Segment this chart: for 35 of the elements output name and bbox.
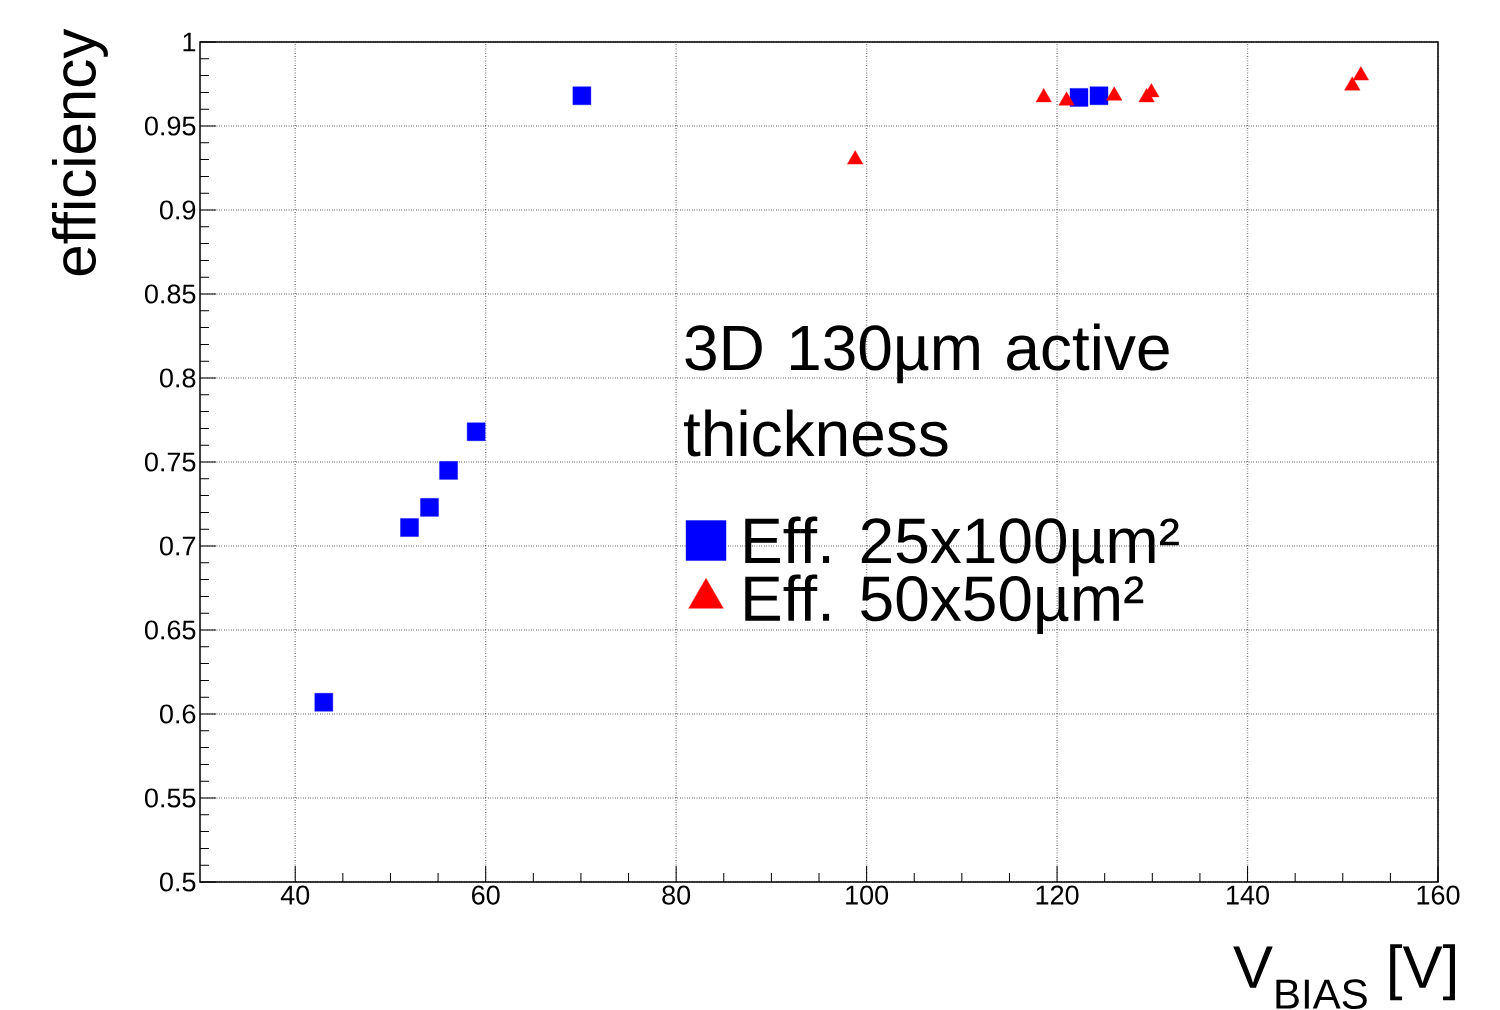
x-tick-label: 80	[662, 885, 691, 905]
x-tick-label: 140	[1227, 885, 1269, 905]
point	[314, 693, 333, 712]
point	[400, 518, 419, 537]
point	[420, 498, 439, 517]
point	[1035, 88, 1052, 103]
point	[466, 422, 486, 441]
point	[1106, 86, 1123, 101]
y-tick-label: 0.6	[159, 704, 196, 724]
y-tick-label: 0.8	[159, 368, 196, 388]
y-axis-title: efficiency	[51, 28, 108, 276]
y-tick-label: 0.65	[144, 620, 196, 640]
x-axis-title: V$_{BIAS}$ [V]	[1233, 944, 1455, 1009]
y-tick-label: 0.95	[144, 116, 196, 136]
point	[439, 461, 458, 480]
point	[1058, 91, 1075, 106]
point	[1069, 88, 1089, 107]
point	[1352, 66, 1369, 81]
point	[847, 150, 864, 165]
x-tick-label: 60	[472, 885, 500, 905]
y-tick-label: 0.7	[159, 536, 196, 556]
point	[572, 86, 592, 105]
x-tick-label: 120	[1036, 885, 1079, 905]
y-tick-label: 1	[183, 32, 196, 52]
x-tick-label: 100	[846, 885, 889, 905]
point	[1089, 86, 1109, 105]
x-tick-label: 40	[280, 885, 310, 905]
y-tick-label: 0.55	[144, 788, 196, 808]
y-tick-label: 0.85	[144, 284, 196, 304]
x-tick-label: 160	[1417, 885, 1460, 905]
point	[1344, 76, 1361, 91]
legend-title: 3D 130µm active thickness	[683, 323, 1169, 457]
y-tick-label: 0.9	[159, 200, 196, 220]
y-tick-label: 0.5	[159, 872, 196, 892]
y-tick-label: 0.75	[144, 452, 196, 472]
